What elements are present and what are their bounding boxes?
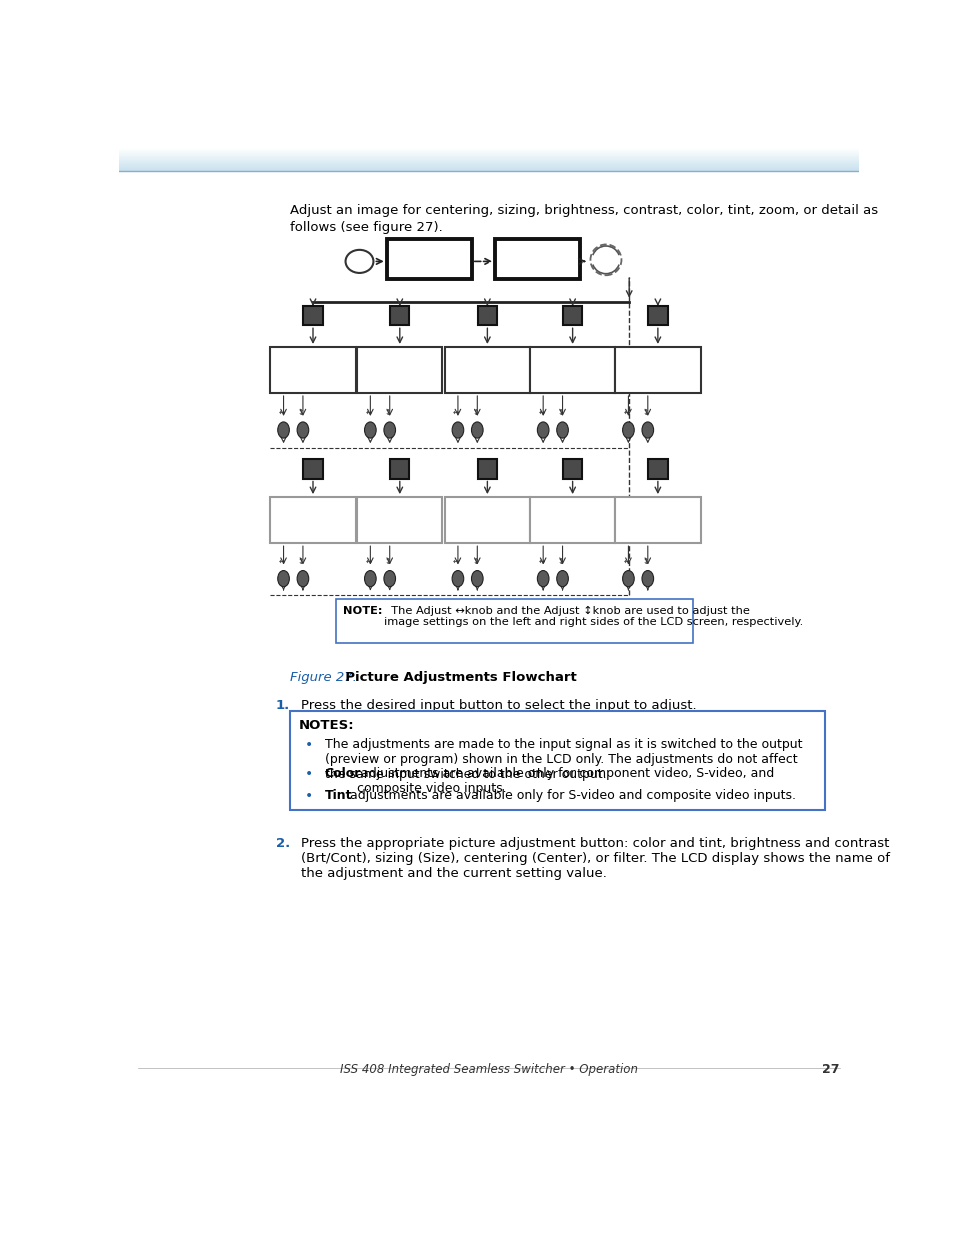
Ellipse shape xyxy=(452,422,463,438)
Text: NOTE:: NOTE: xyxy=(343,605,382,615)
Ellipse shape xyxy=(537,422,548,438)
Bar xyxy=(530,347,615,393)
Text: Figure 27.: Figure 27. xyxy=(290,671,356,684)
Text: ↕: ↕ xyxy=(642,408,648,417)
Ellipse shape xyxy=(537,571,548,587)
Text: ↔: ↔ xyxy=(453,408,458,417)
Bar xyxy=(303,306,322,325)
Text: ↔: ↔ xyxy=(365,557,372,566)
Text: ISS 408 Integrated Seamless Switcher • Operation: ISS 408 Integrated Seamless Switcher • O… xyxy=(339,1063,638,1076)
Text: ↕: ↕ xyxy=(384,408,391,417)
Text: ↕: ↕ xyxy=(384,557,391,566)
Ellipse shape xyxy=(557,422,568,438)
Text: follows (see figure 27).: follows (see figure 27). xyxy=(290,221,442,235)
Bar xyxy=(270,496,355,543)
Text: The adjustments are made to the input signal as it is switched to the output
(pr: The adjustments are made to the input si… xyxy=(324,739,801,781)
Bar xyxy=(615,347,700,393)
Ellipse shape xyxy=(471,422,482,438)
Bar xyxy=(647,459,667,478)
Ellipse shape xyxy=(641,422,653,438)
Bar xyxy=(530,496,615,543)
Text: Tint: Tint xyxy=(324,789,352,802)
Bar xyxy=(386,240,472,279)
Ellipse shape xyxy=(557,571,568,587)
Text: •: • xyxy=(305,739,314,752)
Ellipse shape xyxy=(622,422,634,438)
Bar xyxy=(390,459,409,478)
Bar xyxy=(647,306,667,325)
Text: 2.: 2. xyxy=(275,837,290,851)
Text: ↔: ↔ xyxy=(278,557,285,566)
Text: adjustments are available only for component video, S-video, and
composite video: adjustments are available only for compo… xyxy=(356,767,774,795)
Bar xyxy=(335,599,692,643)
Bar xyxy=(270,347,355,393)
Ellipse shape xyxy=(364,571,375,587)
Text: ↕: ↕ xyxy=(297,557,304,566)
Text: Adjust an image for centering, sizing, brightness, contrast, color, tint, zoom, : Adjust an image for centering, sizing, b… xyxy=(290,205,877,217)
Text: Press the desired input button to select the input to adjust.: Press the desired input button to select… xyxy=(301,699,697,711)
Bar xyxy=(290,711,823,810)
Text: 27: 27 xyxy=(821,1063,840,1076)
Ellipse shape xyxy=(641,571,653,587)
Text: Picture Adjustments Flowchart: Picture Adjustments Flowchart xyxy=(335,671,577,684)
Text: ↕: ↕ xyxy=(472,557,478,566)
Text: ↕: ↕ xyxy=(557,557,563,566)
Bar xyxy=(477,306,497,325)
Ellipse shape xyxy=(277,571,289,587)
Text: ↔: ↔ xyxy=(537,557,544,566)
Bar xyxy=(562,306,581,325)
Text: 1.: 1. xyxy=(275,699,290,711)
Ellipse shape xyxy=(383,422,395,438)
Bar xyxy=(356,347,442,393)
Ellipse shape xyxy=(277,422,289,438)
Text: ↔: ↔ xyxy=(622,408,629,417)
Bar xyxy=(444,347,530,393)
Ellipse shape xyxy=(296,571,309,587)
Text: Press the appropriate picture adjustment button: color and tint, brightness and : Press the appropriate picture adjustment… xyxy=(301,837,889,881)
Text: ↔: ↔ xyxy=(365,408,372,417)
Text: •: • xyxy=(305,767,314,782)
Text: NOTES:: NOTES: xyxy=(298,719,355,732)
Bar xyxy=(562,459,581,478)
Ellipse shape xyxy=(296,422,309,438)
Text: ↕: ↕ xyxy=(297,408,304,417)
Text: ↕: ↕ xyxy=(472,408,478,417)
Ellipse shape xyxy=(452,571,463,587)
Text: The Adjust ↔knob and the Adjust ↕knob are used to adjust the
image settings on t: The Adjust ↔knob and the Adjust ↕knob ar… xyxy=(383,605,801,627)
Text: Color: Color xyxy=(324,767,360,781)
Text: ↔: ↔ xyxy=(622,557,629,566)
Bar xyxy=(495,240,579,279)
Text: ↔: ↔ xyxy=(453,557,458,566)
Bar xyxy=(615,496,700,543)
Ellipse shape xyxy=(471,571,482,587)
Text: ↕: ↕ xyxy=(557,408,563,417)
Text: adjustments are available only for S-video and composite video inputs.: adjustments are available only for S-vid… xyxy=(346,789,796,802)
Ellipse shape xyxy=(364,422,375,438)
Bar xyxy=(390,306,409,325)
Bar xyxy=(444,496,530,543)
Ellipse shape xyxy=(383,571,395,587)
Bar xyxy=(477,459,497,478)
Text: ↕: ↕ xyxy=(642,557,648,566)
Bar xyxy=(303,459,322,478)
Ellipse shape xyxy=(622,571,634,587)
Text: •: • xyxy=(305,789,314,803)
Text: ↔: ↔ xyxy=(537,408,544,417)
Text: ↔: ↔ xyxy=(278,408,285,417)
Bar xyxy=(356,496,442,543)
